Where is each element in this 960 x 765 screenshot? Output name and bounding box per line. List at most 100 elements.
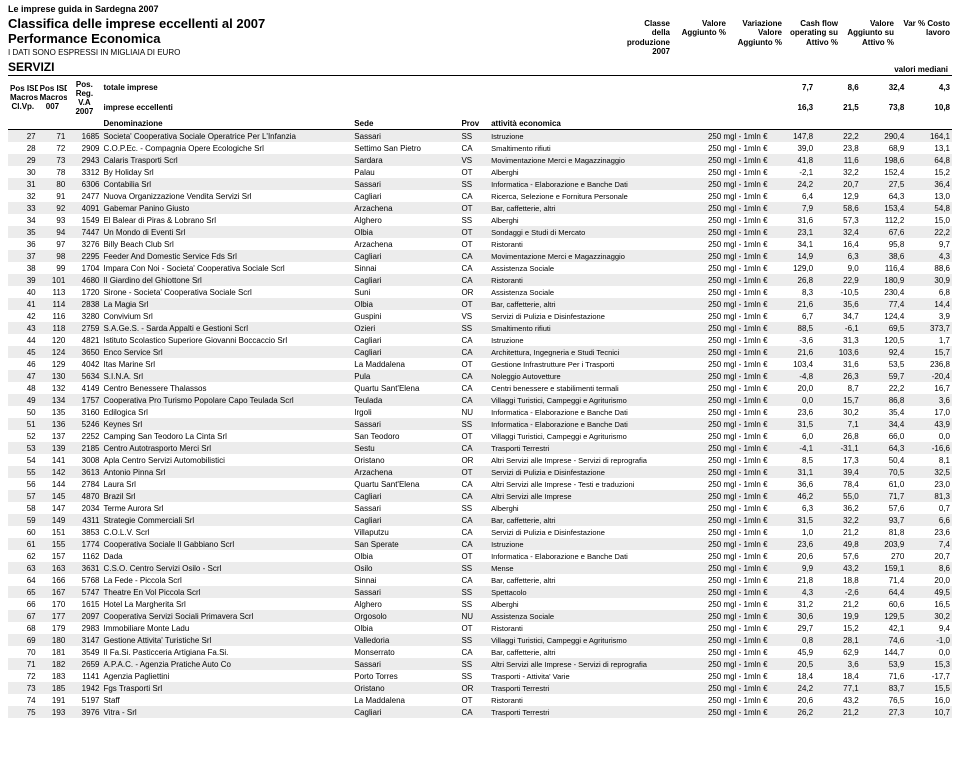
cell-sede: Cagliari bbox=[352, 346, 459, 358]
cell-classe: 250 mgl - 1mln € bbox=[683, 166, 770, 178]
cell-pos2: 144 bbox=[38, 478, 68, 490]
cell-sede: Pula bbox=[352, 370, 459, 382]
cell-denominazione: A.P.A.C. - Agenzia Pratiche Auto Co bbox=[101, 658, 352, 670]
cell-classe: 250 mgl - 1mln € bbox=[683, 646, 770, 658]
cell-pos1: 74 bbox=[8, 694, 38, 706]
cell-value: 23,6 bbox=[906, 526, 952, 538]
cell-classe: 250 mgl - 1mln € bbox=[683, 298, 770, 310]
cell-pos3: 2252 bbox=[67, 430, 101, 442]
col-header-attivita: attività economica bbox=[489, 117, 683, 130]
cell-value: 61,0 bbox=[861, 478, 907, 490]
cell-pos1: 58 bbox=[8, 502, 38, 514]
summary-value: 10,8 bbox=[906, 98, 952, 118]
cell-sede: Irgoli bbox=[352, 406, 459, 418]
table-row: 501353160Edilogica SrlIrgoliNUInformatic… bbox=[8, 406, 952, 418]
cell-prov: SS bbox=[459, 562, 489, 574]
cell-prov: CA bbox=[459, 442, 489, 454]
cell-attivita: Bar, caffetterie, altri bbox=[489, 298, 683, 310]
cell-value: 49,5 bbox=[906, 586, 952, 598]
cell-pos1: 75 bbox=[8, 706, 38, 718]
cell-pos2: 99 bbox=[38, 262, 68, 274]
cell-attivita: Assistenza Sociale bbox=[489, 286, 683, 298]
cell-attivita: Movimentazione Merci e Magazzinaggio bbox=[489, 154, 683, 166]
cell-pos3: 6306 bbox=[67, 178, 101, 190]
col-header-sede: Sede bbox=[352, 117, 459, 130]
table-row: 631633631C.S.O. Centro Servizi Osilo - S… bbox=[8, 562, 952, 574]
cell-value: 57,3 bbox=[815, 214, 861, 226]
cell-classe: 250 mgl - 1mln € bbox=[683, 694, 770, 706]
cell-value: 59,7 bbox=[861, 370, 907, 382]
table-row: 441204821Istituto Scolastico Superiore G… bbox=[8, 334, 952, 346]
cell-denominazione: Nuova Organizzazione Vendita Servizi Srl bbox=[101, 190, 352, 202]
cell-pos1: 47 bbox=[8, 370, 38, 382]
cell-value: 6,3 bbox=[815, 250, 861, 262]
cell-value: 78,4 bbox=[815, 478, 861, 490]
cell-value: 26,2 bbox=[770, 706, 816, 718]
cell-attivita: Trasporti Terrestri bbox=[489, 442, 683, 454]
cell-pos1: 30 bbox=[8, 166, 38, 178]
cell-pos3: 2943 bbox=[67, 154, 101, 166]
table-row: 641665768La Fede - Piccola ScrlSinnaiCAB… bbox=[8, 574, 952, 586]
cell-value: 18,8 bbox=[815, 574, 861, 586]
cell-prov: SS bbox=[459, 178, 489, 190]
cell-denominazione: Hotel La Margherita Srl bbox=[101, 598, 352, 610]
cell-denominazione: Vitra - Srl bbox=[101, 706, 352, 718]
table-row: 421163280Convivium SrlGuspiniVSServizi d… bbox=[8, 310, 952, 322]
cell-value: 23,6 bbox=[770, 538, 816, 550]
cell-sede: Cagliari bbox=[352, 706, 459, 718]
cell-pos2: 80 bbox=[38, 178, 68, 190]
cell-value: 21,8 bbox=[770, 574, 816, 586]
cell-pos2: 124 bbox=[38, 346, 68, 358]
cell-sede: Cagliari bbox=[352, 490, 459, 502]
table-row: 531392185Centro Autotrasporto Merci SrlS… bbox=[8, 442, 952, 454]
cell-pos2: 149 bbox=[38, 514, 68, 526]
data-table: Pos ISDMacroset.Cl.Vp.Pos ISDMacroset.20… bbox=[8, 78, 952, 718]
cell-denominazione: Brazil Srl bbox=[101, 490, 352, 502]
cell-value: 69,5 bbox=[861, 322, 907, 334]
cell-sede: Ozieri bbox=[352, 322, 459, 334]
cell-value: 31,1 bbox=[770, 466, 816, 478]
cell-pos3: 1549 bbox=[67, 214, 101, 226]
cell-attivita: Trasporti - Attivita' Varie bbox=[489, 670, 683, 682]
cell-denominazione: Terme Aurora Srl bbox=[101, 502, 352, 514]
cell-value: 0,8 bbox=[770, 634, 816, 646]
cell-attivita: Informatica - Elaborazione e Banche Dati bbox=[489, 550, 683, 562]
cell-value: 4,3 bbox=[906, 250, 952, 262]
cell-value: 64,8 bbox=[906, 154, 952, 166]
cell-pos1: 38 bbox=[8, 262, 38, 274]
cell-value: 16,7 bbox=[906, 382, 952, 394]
cell-attivita: Bar, caffetterie, altri bbox=[489, 574, 683, 586]
metric-headers: Classedella produzione2007 ValoreAggiunt… bbox=[616, 19, 952, 57]
cell-classe: 250 mgl - 1mln € bbox=[683, 406, 770, 418]
table-row: 451243650Enco Service SrlCagliariCAArchi… bbox=[8, 346, 952, 358]
cell-classe: 250 mgl - 1mln € bbox=[683, 334, 770, 346]
cell-value: 32,2 bbox=[815, 514, 861, 526]
cell-value: -10,5 bbox=[815, 286, 861, 298]
cell-value: 24,2 bbox=[770, 178, 816, 190]
cell-classe: 250 mgl - 1mln € bbox=[683, 394, 770, 406]
cell-value: 9,7 bbox=[906, 238, 952, 250]
cell-sede: Sassari bbox=[352, 178, 459, 190]
cell-value: 66,0 bbox=[861, 430, 907, 442]
cell-pos3: 7447 bbox=[67, 226, 101, 238]
table-row: 581472034Terme Aurora SrlSassariSSAlberg… bbox=[8, 502, 952, 514]
cell-value: 15,2 bbox=[906, 166, 952, 178]
cell-attivita: Istruzione bbox=[489, 130, 683, 143]
cell-value: 64,3 bbox=[861, 442, 907, 454]
cell-value: 26,8 bbox=[770, 274, 816, 286]
cell-pos1: 67 bbox=[8, 610, 38, 622]
cell-value: 120,5 bbox=[861, 334, 907, 346]
cell-value: 8,3 bbox=[770, 286, 816, 298]
cell-value: 74,6 bbox=[861, 634, 907, 646]
cell-pos1: 51 bbox=[8, 418, 38, 430]
cell-pos1: 45 bbox=[8, 346, 38, 358]
cell-value: 39,0 bbox=[770, 142, 816, 154]
cell-attivita: Altri Servizi alle Imprese - Servizi di … bbox=[489, 454, 683, 466]
cell-attivita: Servizi di Pulizia e Disinfestazione bbox=[489, 466, 683, 478]
cell-pos3: 5246 bbox=[67, 418, 101, 430]
cell-classe: 250 mgl - 1mln € bbox=[683, 346, 770, 358]
cell-value: 9,4 bbox=[906, 622, 952, 634]
cell-value: 19,9 bbox=[815, 610, 861, 622]
cell-sede: La Maddalena bbox=[352, 694, 459, 706]
cell-attivita: Ricerca, Selezione e Fornitura Personale bbox=[489, 190, 683, 202]
